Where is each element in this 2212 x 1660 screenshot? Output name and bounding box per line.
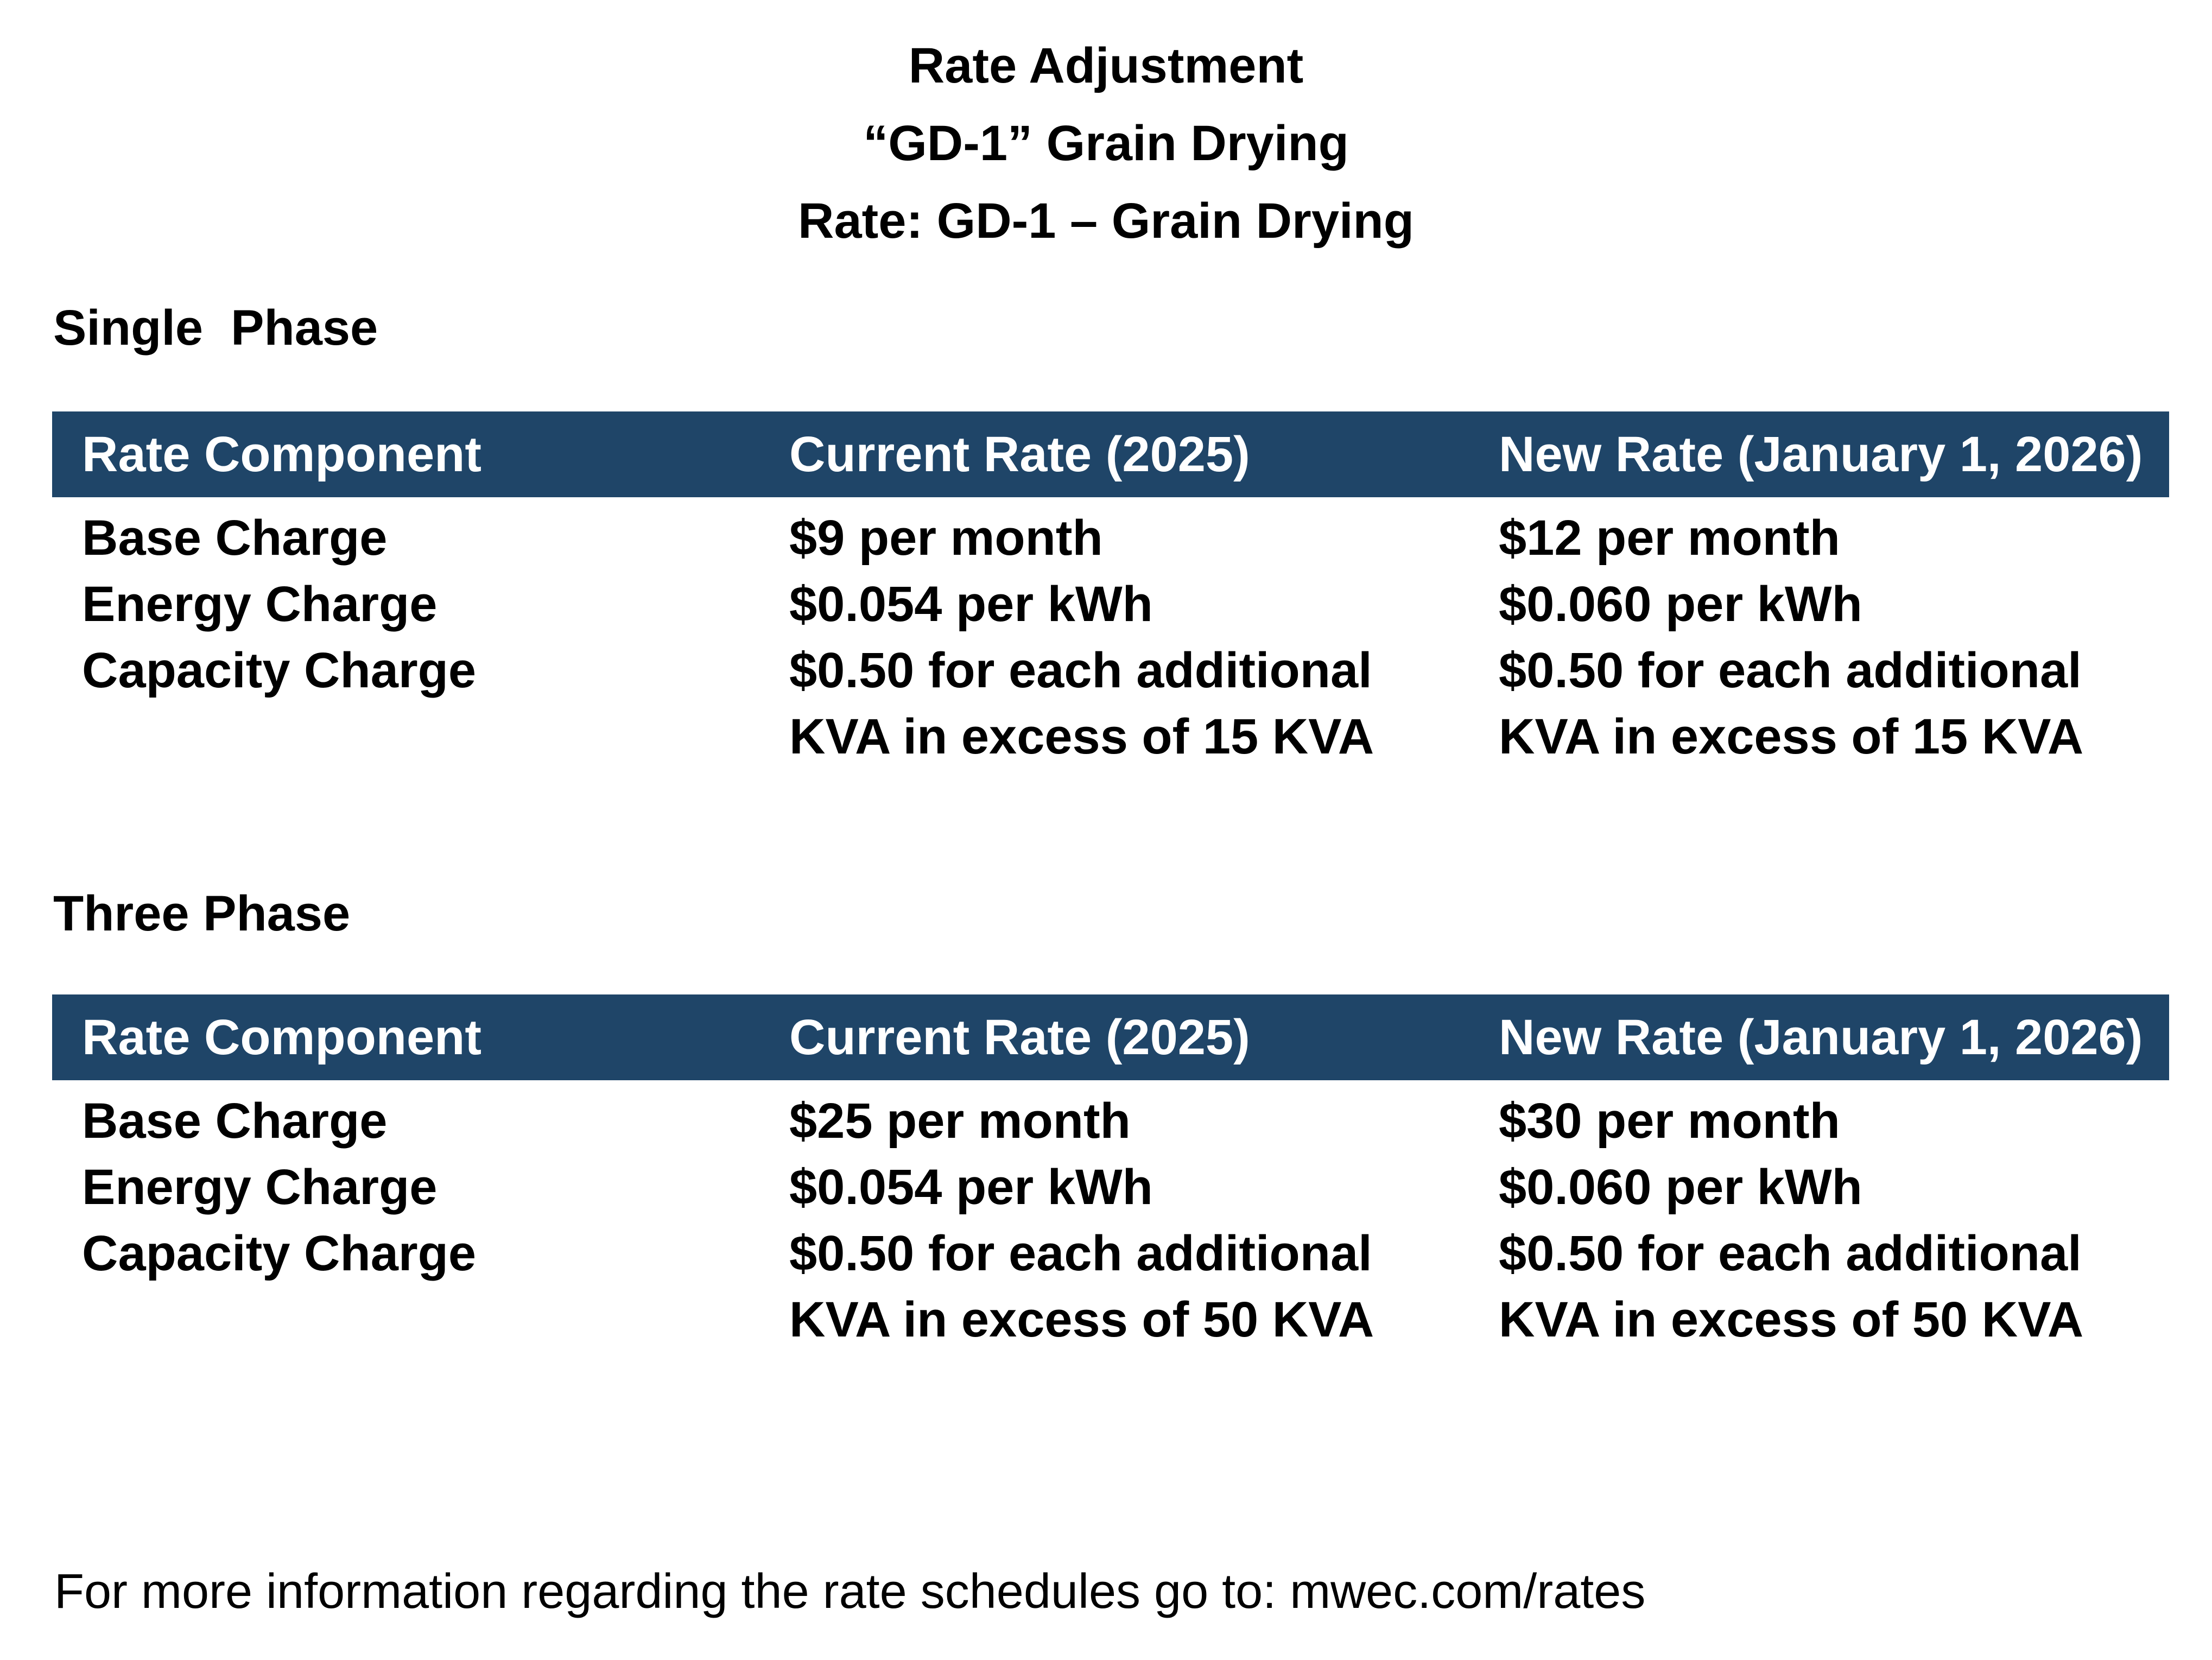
- three-phase-table-body: Base Charge $25 per month $30 per month …: [52, 1088, 2169, 1353]
- cell-energy-charge-current: $0.054 per kWh: [789, 576, 1153, 632]
- column-header-rate-component: Rate Component: [82, 426, 481, 482]
- title-block: Rate Adjustment “GD-1” Grain Drying Rate…: [0, 27, 2212, 260]
- section-heading-single-phase: Single Phase: [53, 300, 378, 356]
- table-row: Energy Charge $0.054 per kWh $0.060 per …: [52, 571, 2169, 637]
- cell-base-charge-new: $12 per month: [1499, 510, 1840, 566]
- cell-capacity-charge-label: Capacity Charge: [82, 643, 477, 698]
- table-row: Capacity Charge $0.50 for each additiona…: [52, 637, 2169, 770]
- footer-note: For more information regarding the rate …: [54, 1564, 1646, 1619]
- column-header-rate-component: Rate Component: [82, 1009, 481, 1065]
- cell-capacity-charge-new: $0.50 for each additional KVA in excess …: [1499, 1226, 2084, 1347]
- three-phase-table-header-row: Rate Component Current Rate (2025) New R…: [52, 994, 2169, 1080]
- cell-base-charge-label: Base Charge: [82, 1093, 388, 1149]
- three-phase-table: Rate Component Current Rate (2025) New R…: [52, 994, 2169, 1353]
- table-row: Capacity Charge $0.50 for each additiona…: [52, 1220, 2169, 1353]
- cell-capacity-charge-current: $0.50 for each additional KVA in excess …: [789, 1226, 1374, 1347]
- title-line-1: Rate Adjustment: [908, 38, 1304, 93]
- table-row: Energy Charge $0.054 per kWh $0.060 per …: [52, 1154, 2169, 1220]
- title-line-3: Rate: GD-1 – Grain Drying: [798, 193, 1414, 249]
- column-header-current-rate: Current Rate (2025): [789, 426, 1250, 482]
- column-header-new-rate: New Rate (January 1, 2026): [1499, 1009, 2143, 1065]
- cell-energy-charge-current: $0.054 per kWh: [789, 1160, 1153, 1215]
- single-phase-table-header-row: Rate Component Current Rate (2025) New R…: [52, 411, 2169, 497]
- cell-energy-charge-new: $0.060 per kWh: [1499, 576, 1862, 632]
- cell-base-charge-new: $30 per month: [1499, 1093, 1840, 1149]
- single-phase-table: Rate Component Current Rate (2025) New R…: [52, 411, 2169, 770]
- section-heading-three-phase: Three Phase: [53, 886, 351, 941]
- cell-energy-charge-label: Energy Charge: [82, 1160, 438, 1215]
- cell-capacity-charge-label: Capacity Charge: [82, 1226, 477, 1281]
- cell-base-charge-current: $9 per month: [789, 510, 1103, 566]
- cell-energy-charge-label: Energy Charge: [82, 576, 438, 632]
- title-line-2: “GD-1” Grain Drying: [863, 116, 1349, 171]
- table-row: Base Charge $25 per month $30 per month: [52, 1088, 2169, 1154]
- column-header-current-rate: Current Rate (2025): [789, 1009, 1250, 1065]
- cell-base-charge-current: $25 per month: [789, 1093, 1131, 1149]
- table-row: Base Charge $9 per month $12 per month: [52, 505, 2169, 571]
- single-phase-table-body: Base Charge $9 per month $12 per month E…: [52, 505, 2169, 770]
- column-header-new-rate: New Rate (January 1, 2026): [1499, 426, 2143, 482]
- cell-energy-charge-new: $0.060 per kWh: [1499, 1160, 1862, 1215]
- cell-base-charge-label: Base Charge: [82, 510, 388, 566]
- cell-capacity-charge-current: $0.50 for each additional KVA in excess …: [789, 643, 1374, 764]
- cell-capacity-charge-new: $0.50 for each additional KVA in excess …: [1499, 643, 2084, 764]
